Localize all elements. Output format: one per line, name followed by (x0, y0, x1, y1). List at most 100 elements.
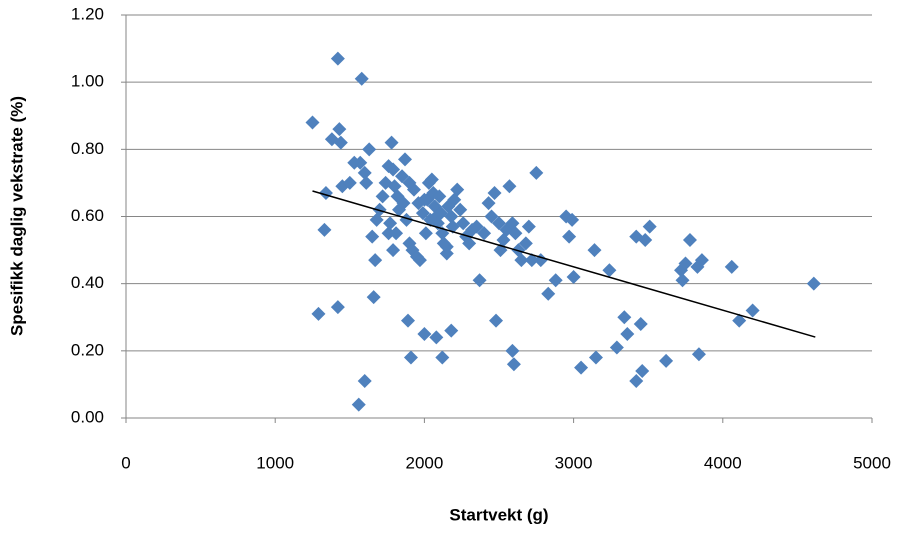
point (415, 206, 430, 221)
point (462, 236, 477, 251)
point (492, 216, 506, 231)
point (529, 165, 544, 180)
point (311, 306, 326, 321)
y-tick-label: 0.40 (71, 273, 104, 292)
x-axis-title: Startvekt (g) (449, 505, 548, 524)
point (368, 253, 383, 268)
y-tick-label: 1.00 (71, 72, 104, 91)
point (489, 313, 504, 328)
point (417, 192, 432, 207)
point (566, 269, 581, 284)
point (629, 374, 644, 389)
point (496, 233, 511, 248)
point (386, 162, 401, 177)
point (638, 233, 653, 248)
point (357, 165, 372, 180)
point (389, 226, 404, 241)
point (659, 353, 674, 368)
point (502, 179, 517, 194)
point (357, 374, 372, 389)
point (506, 357, 521, 372)
y-tick-label: 1.20 (71, 4, 104, 23)
point (450, 182, 465, 197)
x-tick-label: 0 (121, 453, 130, 472)
point (423, 212, 438, 227)
x-tick-label: 1000 (256, 453, 294, 472)
point (384, 135, 399, 150)
point (447, 192, 462, 207)
point (395, 169, 410, 184)
y-tick-label: 0.00 (71, 407, 104, 426)
y-tick-label: 0.20 (71, 340, 104, 359)
point (633, 316, 648, 331)
point (487, 185, 502, 200)
point (565, 212, 580, 227)
point (745, 303, 760, 318)
point (444, 323, 459, 338)
point (508, 226, 523, 241)
point (574, 360, 589, 375)
point (365, 229, 380, 244)
point (472, 273, 487, 288)
point (562, 229, 577, 244)
point (524, 253, 539, 268)
point (333, 135, 348, 150)
point (521, 219, 536, 234)
point (642, 219, 657, 234)
point (499, 222, 514, 237)
point (332, 122, 347, 137)
point (359, 175, 374, 190)
point (602, 263, 617, 278)
x-tick-label: 5000 (853, 453, 891, 472)
point (375, 189, 390, 204)
point (514, 253, 529, 268)
point (505, 343, 520, 358)
point (469, 219, 484, 234)
point (402, 175, 417, 190)
point (481, 196, 496, 211)
point (418, 226, 433, 241)
point (387, 179, 402, 194)
point (412, 253, 427, 268)
point (417, 327, 432, 342)
point (732, 313, 747, 328)
point (369, 212, 384, 227)
point (484, 209, 499, 224)
point (635, 363, 650, 378)
point (505, 216, 520, 231)
point (456, 216, 471, 231)
point (400, 313, 415, 328)
point (682, 233, 697, 248)
point (518, 236, 533, 251)
point (366, 290, 381, 305)
point (424, 172, 439, 187)
point (330, 300, 345, 315)
point (617, 310, 632, 325)
point (433, 206, 448, 221)
y-tick-label: 0.80 (71, 139, 104, 158)
point (678, 256, 693, 271)
point (381, 226, 396, 241)
point (724, 259, 739, 274)
y-axis-title: Spesifikk daglig vekstrate (%) (7, 96, 26, 336)
point (396, 196, 411, 211)
point (806, 276, 821, 291)
point (342, 175, 357, 190)
point (305, 115, 320, 130)
point (362, 142, 377, 157)
point (675, 273, 690, 288)
point (403, 350, 418, 365)
y-tick-label: 0.60 (71, 206, 104, 225)
point (383, 216, 398, 231)
point (541, 286, 556, 301)
point (317, 222, 332, 237)
point (435, 350, 450, 365)
point (386, 243, 401, 258)
point (533, 253, 548, 268)
point (439, 239, 454, 254)
point (620, 327, 635, 342)
trendline (312, 190, 816, 338)
point (353, 155, 368, 170)
x-tick-label: 2000 (405, 453, 443, 472)
